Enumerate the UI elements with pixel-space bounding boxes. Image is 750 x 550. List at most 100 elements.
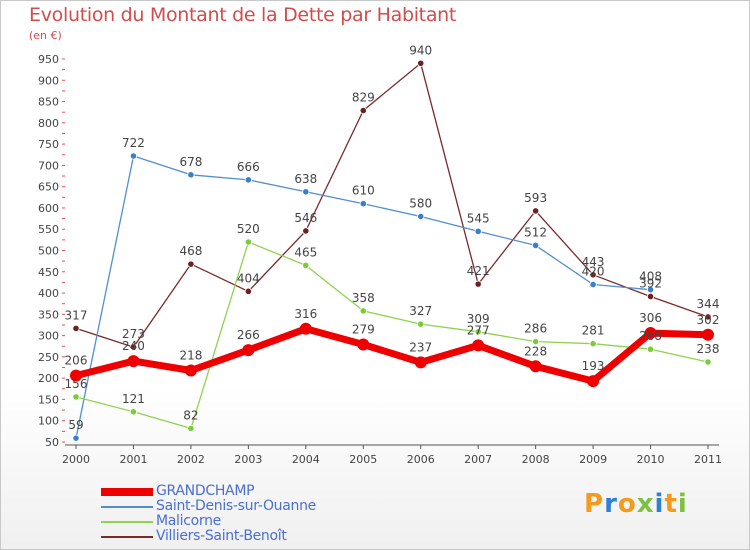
data-label: 82 bbox=[183, 408, 198, 422]
data-label: 465 bbox=[294, 245, 317, 259]
data-point bbox=[589, 280, 597, 289]
y-tick-label: 800 bbox=[38, 117, 59, 130]
data-label: 638 bbox=[294, 172, 317, 186]
y-tick-label: 50 bbox=[45, 436, 59, 449]
series-lines bbox=[70, 59, 714, 442]
y-tick-label: 900 bbox=[38, 74, 59, 87]
data-label: 722 bbox=[122, 136, 145, 150]
data-label: 59 bbox=[68, 418, 83, 432]
y-tick-label: 650 bbox=[38, 181, 59, 194]
data-point bbox=[187, 260, 195, 268]
data-point bbox=[474, 227, 482, 235]
data-label: 520 bbox=[237, 222, 260, 236]
data-point bbox=[532, 337, 540, 346]
data-point bbox=[187, 424, 195, 432]
x-tick-label: 2010 bbox=[637, 453, 665, 466]
x-tick-label: 2000 bbox=[62, 453, 90, 466]
legend-swatch bbox=[101, 536, 153, 538]
data-label: 512 bbox=[524, 225, 547, 239]
data-point bbox=[359, 307, 367, 315]
data-point bbox=[589, 340, 597, 348]
data-point bbox=[129, 152, 138, 160]
data-point bbox=[302, 227, 310, 235]
x-tick-label: 2009 bbox=[579, 453, 607, 466]
data-point bbox=[357, 338, 370, 351]
data-label: 404 bbox=[237, 271, 260, 285]
data-label: 281 bbox=[582, 324, 605, 338]
data-label: 678 bbox=[179, 155, 202, 169]
series-line-2 bbox=[75, 241, 709, 430]
y-tick-label: 850 bbox=[38, 96, 59, 109]
data-point bbox=[70, 369, 82, 382]
legend-label: GRANDCHAMP bbox=[156, 483, 255, 499]
data-label: 286 bbox=[524, 322, 547, 336]
series-line-3 bbox=[75, 62, 709, 348]
data-point bbox=[646, 345, 655, 353]
y-tick-label: 550 bbox=[38, 223, 59, 236]
data-label: 443 bbox=[582, 255, 605, 269]
data-label: 316 bbox=[294, 307, 317, 321]
data-point bbox=[417, 212, 425, 221]
data-label: 218 bbox=[179, 349, 202, 363]
data-label: 306 bbox=[639, 311, 662, 325]
data-point bbox=[529, 360, 542, 373]
data-label: 408 bbox=[639, 270, 662, 284]
data-point bbox=[244, 176, 252, 184]
legend-swatch bbox=[101, 506, 153, 508]
x-tick-label: 2011 bbox=[694, 453, 722, 466]
data-label: 593 bbox=[524, 191, 547, 205]
data-point bbox=[414, 356, 427, 369]
data-label: 266 bbox=[237, 328, 260, 342]
data-point bbox=[184, 364, 197, 377]
y-tick-label: 950 bbox=[38, 53, 59, 66]
data-label: 309 bbox=[467, 312, 490, 326]
y-tick-label: 450 bbox=[38, 266, 59, 279]
data-label: 829 bbox=[352, 90, 375, 104]
data-label: 277 bbox=[467, 323, 490, 337]
y-tick-label: 100 bbox=[38, 415, 59, 428]
x-tick-label: 2003 bbox=[234, 453, 262, 466]
x-tick-label: 2001 bbox=[119, 453, 147, 466]
data-label: 468 bbox=[179, 244, 202, 258]
data-point bbox=[474, 280, 482, 288]
data-point bbox=[589, 271, 597, 279]
y-tick-label: 700 bbox=[38, 159, 59, 172]
data-point bbox=[299, 322, 312, 335]
x-tick-label: 2008 bbox=[522, 453, 550, 466]
data-point bbox=[474, 328, 482, 336]
data-label: 610 bbox=[352, 184, 375, 198]
data-point bbox=[72, 324, 80, 332]
legend-label: Saint-Denis-sur-Ouanne bbox=[156, 498, 316, 514]
data-label: 238 bbox=[697, 342, 720, 356]
data-point bbox=[129, 408, 138, 416]
y-tick-label: 150 bbox=[38, 393, 59, 406]
data-point bbox=[702, 328, 714, 341]
legend-swatch bbox=[101, 488, 153, 496]
data-point bbox=[532, 207, 540, 215]
data-label: 580 bbox=[409, 196, 432, 210]
data-label: 268 bbox=[639, 329, 662, 343]
unit-label: (en €) bbox=[29, 29, 62, 42]
y-tick-label: 300 bbox=[38, 330, 59, 343]
data-label: 121 bbox=[122, 392, 145, 406]
data-point bbox=[127, 355, 140, 368]
data-point bbox=[359, 200, 367, 208]
data-label: 206 bbox=[65, 354, 88, 368]
x-tick-label: 2005 bbox=[349, 453, 377, 466]
data-point bbox=[646, 292, 655, 301]
data-point bbox=[417, 59, 425, 67]
data-label: 273 bbox=[122, 327, 145, 341]
proxiti-logo: Proxiti bbox=[584, 489, 688, 519]
y-tick-label: 350 bbox=[38, 308, 59, 321]
data-point bbox=[704, 358, 712, 366]
y-tick-label: 600 bbox=[38, 202, 59, 215]
y-tick-label: 250 bbox=[38, 351, 59, 364]
data-point bbox=[187, 171, 195, 179]
data-label: 940 bbox=[409, 43, 432, 57]
axes: 50 100 150 200 250 300 350 400 450 500 550 600 650 70… bbox=[38, 53, 722, 466]
data-point bbox=[242, 344, 255, 357]
y-tick-label: 500 bbox=[38, 245, 59, 258]
x-tick-label: 2007 bbox=[464, 453, 492, 466]
data-point bbox=[72, 434, 80, 442]
